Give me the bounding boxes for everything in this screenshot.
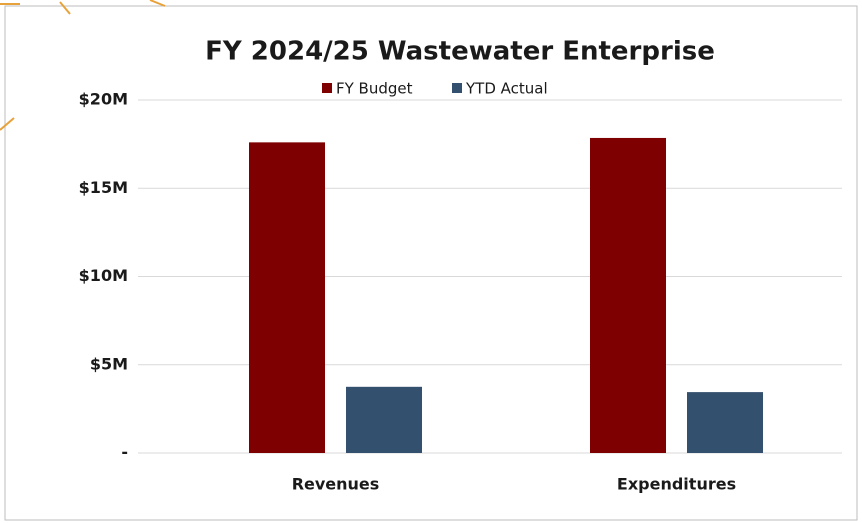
y-tick-label: $10M	[79, 266, 128, 285]
legend-label: YTD Actual	[465, 80, 548, 98]
y-tick-label: $5M	[90, 354, 128, 373]
x-tick-label: Revenues	[292, 475, 380, 494]
y-tick-label: -	[121, 443, 128, 462]
chart-title: FY 2024/25 Wastewater Enterprise	[205, 37, 715, 67]
x-tick-label: Expenditures	[617, 475, 736, 494]
decoration	[0, 0, 166, 131]
bar	[687, 392, 763, 453]
y-tick-label: $20M	[79, 90, 128, 109]
bar	[249, 142, 325, 454]
legend-swatch	[322, 83, 332, 93]
bar	[590, 137, 666, 453]
legend-label: FY Budget	[336, 80, 413, 98]
legend-swatch	[452, 83, 462, 93]
y-tick-label: $15M	[79, 178, 128, 197]
bar	[346, 386, 422, 453]
